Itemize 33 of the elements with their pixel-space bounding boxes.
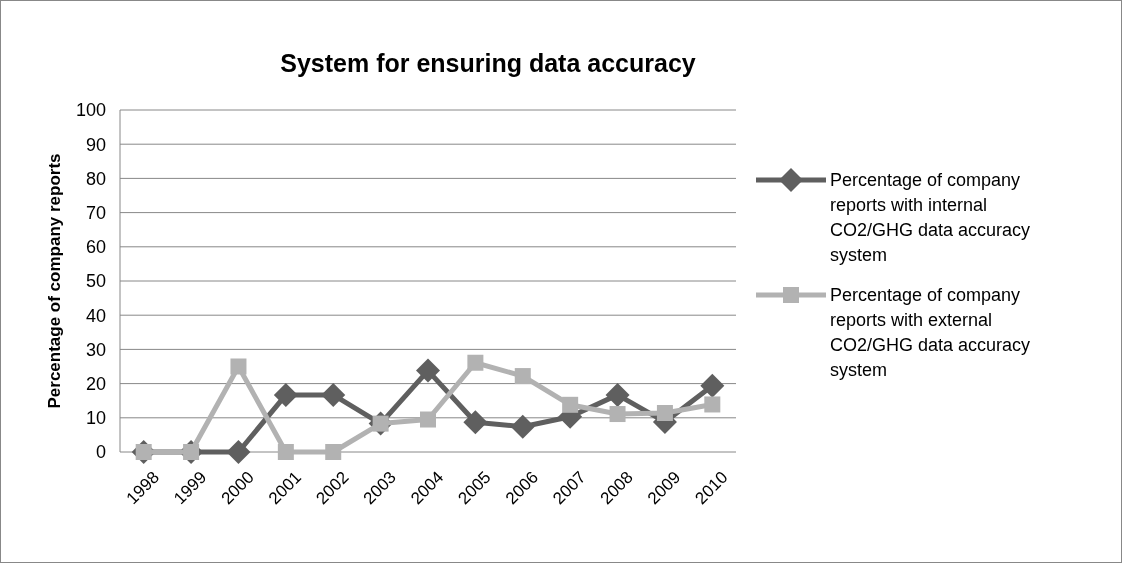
- point: [605, 382, 630, 407]
- point: [230, 358, 247, 375]
- y-tick-label: 40: [85, 305, 106, 326]
- y-tick-label: 60: [85, 237, 106, 258]
- y-tick-label: 80: [85, 168, 106, 189]
- point: [277, 444, 294, 460]
- point: [226, 440, 251, 464]
- y-tick-label: 10: [85, 408, 106, 429]
- point: [467, 354, 484, 371]
- legend-label: Percentage of company reports with external CO2/GHG data accuracy system: [830, 285, 1031, 381]
- point: [514, 368, 531, 385]
- y-tick-label: 50: [85, 271, 106, 292]
- y-tick-label: 20: [85, 373, 106, 394]
- y-tick-label: 30: [85, 339, 106, 360]
- point: [325, 444, 342, 460]
- y-tick-label: 0: [95, 442, 106, 463]
- point: [656, 405, 673, 422]
- y-tick-label: 70: [85, 202, 106, 223]
- point: [562, 396, 579, 413]
- y-tick-label: 100: [75, 100, 106, 121]
- chart-title: System for ensuring data accuracy: [280, 49, 696, 77]
- point: [321, 382, 346, 407]
- point: [700, 373, 725, 398]
- point: [416, 358, 440, 383]
- legend-label: Percentage of company reports with internal CO2/GHG data accuracy system: [830, 170, 1031, 266]
- point: [609, 406, 626, 423]
- y-tick-label: 90: [85, 134, 106, 155]
- point: [273, 382, 298, 407]
- point: [463, 410, 488, 435]
- point: [704, 396, 721, 413]
- y-axis-title: Percentage of company reports: [45, 153, 64, 409]
- point: [420, 411, 436, 428]
- point: [510, 414, 535, 439]
